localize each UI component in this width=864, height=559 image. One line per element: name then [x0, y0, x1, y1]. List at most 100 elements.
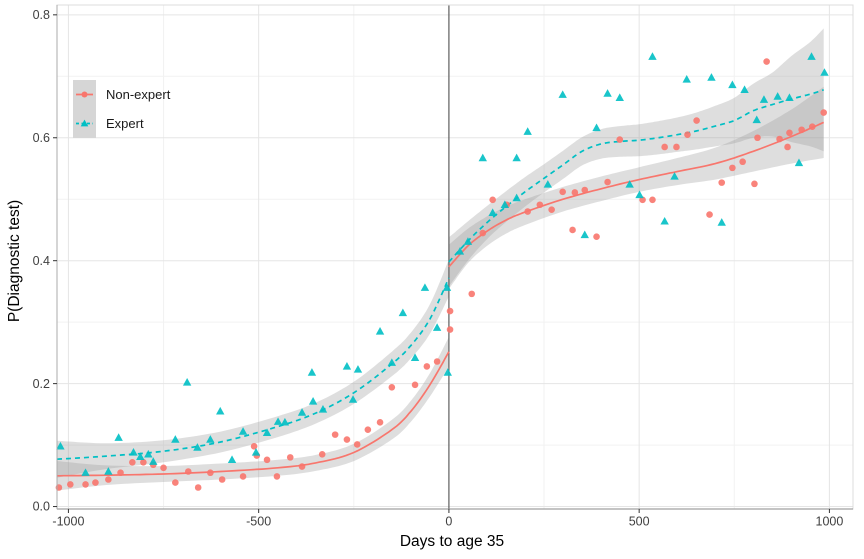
y-tick-label: 0.4 [33, 254, 50, 268]
data-point-circle [172, 479, 179, 486]
panel-background [57, 5, 853, 509]
data-point-triangle [648, 52, 657, 60]
data-point-circle [117, 469, 124, 477]
data-point-triangle [182, 377, 192, 386]
data-point-circle [140, 458, 147, 466]
data-point-triangle [348, 395, 358, 403]
smooth-lines [56, 89, 825, 477]
legend-label-expert: Expert [106, 116, 144, 131]
data-point-circle [798, 126, 805, 134]
y-axis-title: P(Diagnostic test) [6, 199, 23, 323]
data-point-triangle [820, 68, 829, 76]
data-point-circle [776, 135, 783, 143]
data-point-circle [446, 307, 454, 315]
data-point-circle [250, 443, 258, 450]
data-point-circle [468, 290, 476, 298]
data-point-triangle [280, 417, 290, 426]
data-point-circle [298, 463, 306, 470]
x-tick-label: -500 [246, 515, 271, 529]
data-point-circle [343, 436, 351, 443]
data-point-triangle [56, 441, 65, 450]
ci-ribbon [448, 86, 824, 289]
data-point-circle [706, 211, 713, 218]
data-point-circle [433, 358, 441, 365]
data-point-triangle [740, 85, 749, 94]
data-point-circle [693, 117, 700, 124]
data-point-triangle [717, 218, 726, 226]
data-point-circle [616, 136, 624, 143]
data-point-circle [423, 363, 431, 370]
legend-item-expert: Expert [73, 109, 170, 138]
confidence-ribbons [57, 28, 824, 491]
data-point-circle [67, 481, 74, 488]
data-point-triangle [603, 89, 612, 97]
data-point-circle [479, 229, 487, 237]
x-tick-label: 1000 [816, 515, 844, 529]
data-point-circle [160, 464, 167, 472]
data-point-circle [559, 188, 566, 196]
Expert-fit-line [56, 277, 450, 461]
data-point-circle [388, 384, 396, 391]
data-point-circle [194, 484, 202, 491]
data-point-circle [684, 131, 691, 138]
data-point-triangle [375, 326, 385, 335]
data-point-circle [92, 479, 99, 486]
data-point-triangle [592, 123, 601, 132]
data-point-circle [729, 164, 736, 172]
data-point-triangle [660, 216, 669, 225]
data-point-triangle [308, 397, 318, 405]
data-point-circle [364, 426, 372, 434]
data-point-triangle [318, 405, 328, 413]
data-point-circle [263, 456, 271, 464]
data-point-triangle [420, 283, 430, 291]
data-point-circle [639, 196, 646, 204]
data-point-circle [571, 189, 579, 196]
data-point-circle [569, 226, 576, 234]
data-point-triangle [728, 80, 737, 89]
data-point-triangle [297, 408, 307, 416]
data-point-triangle [81, 468, 90, 476]
data-point-triangle [216, 406, 225, 415]
x-tick-label: -1000 [52, 515, 84, 529]
data-point-circle [661, 143, 668, 151]
data-point-triangle [144, 449, 153, 458]
legend-item-non-expert: Non-expert [73, 80, 170, 109]
data-point-circle [239, 473, 247, 480]
data-point-triangle [682, 74, 691, 83]
data-point-triangle [442, 283, 452, 291]
Non-expert-fit-line [448, 121, 825, 268]
data-point-circle [808, 123, 816, 130]
data-point-circle [536, 201, 544, 209]
data-point-triangle [463, 237, 473, 245]
data-point-circle [581, 186, 589, 194]
data-point-circle [353, 441, 361, 448]
data-point-circle [763, 58, 770, 65]
data-point-triangle [759, 95, 769, 103]
data-point-triangle [443, 368, 452, 376]
data-point-circle [446, 326, 454, 333]
data-point-circle [593, 233, 600, 241]
data-point-circle [376, 419, 384, 426]
data-point-triangle [543, 180, 553, 188]
data-point-triangle [500, 200, 510, 208]
data-point-triangle [136, 452, 145, 460]
data-point-circle [784, 143, 791, 151]
data-point-circle [604, 178, 611, 186]
data-point-triangle [478, 153, 487, 162]
data-point-triangle [512, 153, 521, 162]
data-point-triangle [104, 467, 113, 475]
data-point-circle [524, 208, 531, 215]
data-point-triangle [512, 193, 521, 202]
Non-expert-points [55, 58, 828, 491]
Non-expert-fit-line [57, 351, 450, 477]
legend-label-non-expert: Non-expert [106, 87, 171, 102]
legend: Non-expert Expert [73, 80, 170, 138]
data-point-triangle [398, 308, 408, 317]
data-point-triangle [262, 428, 272, 436]
data-point-triangle [523, 127, 532, 135]
data-point-triangle [342, 362, 352, 370]
data-point-triangle [455, 247, 465, 255]
data-point-triangle [353, 365, 363, 373]
data-point-circle [739, 158, 746, 166]
